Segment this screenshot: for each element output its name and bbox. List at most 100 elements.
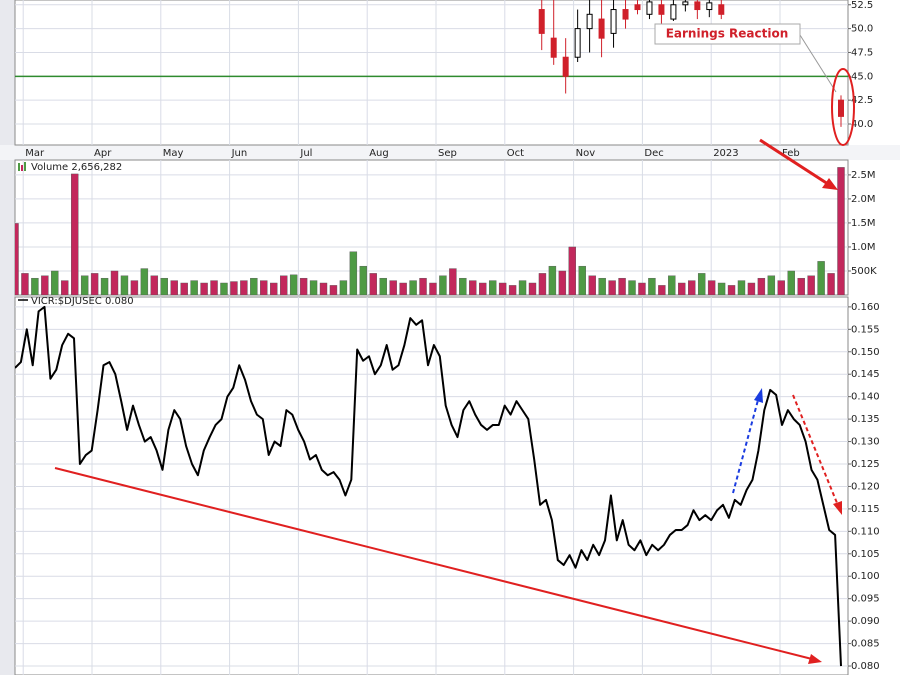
volume-plot <box>15 167 845 295</box>
ratio-line <box>15 305 842 667</box>
volume-bar <box>488 280 497 295</box>
volume-bar <box>678 282 686 295</box>
volume-bar <box>349 251 358 295</box>
volume-bar <box>61 280 69 295</box>
y-tick-label: 0.110 <box>851 526 880 537</box>
arrow <box>759 138 829 186</box>
volume-bar <box>180 282 188 295</box>
y-tick-label: 52.5 <box>851 0 873 11</box>
volume-bar <box>658 285 666 295</box>
x-tick-label: Apr <box>94 148 112 159</box>
volume-bar <box>379 277 387 295</box>
y-tick-label: 0.080 <box>851 661 880 672</box>
x-tick-label: Feb <box>782 148 800 159</box>
volume-bar <box>618 277 626 295</box>
volume-bar <box>150 275 159 295</box>
y-tick-label: 0.115 <box>851 504 880 515</box>
left-strip <box>0 0 15 675</box>
candle-body <box>718 4 725 15</box>
volume-bar <box>130 280 139 295</box>
y-tick-label: 500K <box>851 266 877 277</box>
y-tick-label: 42.5 <box>851 95 873 106</box>
volume-bar <box>140 268 149 295</box>
y-tick-label: 0.090 <box>851 616 880 627</box>
candle-body <box>562 56 569 77</box>
date-band <box>0 145 900 160</box>
volume-bar <box>498 282 507 295</box>
arrow-head <box>833 501 842 515</box>
callout-line <box>799 34 837 93</box>
volume-bar <box>270 282 278 295</box>
volume-bar <box>807 275 815 295</box>
labels: Mar Apr May Jun Jul Aug Sep Oct Nov Dec 2023 Feb 52.… <box>25 0 879 672</box>
volume-bar <box>648 277 656 295</box>
y-tick-label: 50.0 <box>851 24 873 35</box>
y-tick-label: 0.120 <box>851 481 880 492</box>
y-tick-label: 0.140 <box>851 392 880 403</box>
volume-bar <box>170 280 178 295</box>
volume-bar <box>369 273 377 295</box>
volume-bar <box>429 282 437 295</box>
volume-bar <box>588 275 596 295</box>
volume-bar <box>260 280 268 295</box>
volume-bar <box>469 280 477 295</box>
volume-bar <box>747 282 756 295</box>
volume-legend-icon <box>18 162 26 171</box>
volume-bar <box>578 265 586 295</box>
candle-body <box>538 9 545 34</box>
volume-bar <box>250 277 258 295</box>
volume-bar <box>439 275 447 295</box>
volume-bar <box>100 277 109 295</box>
x-tick-label: Dec <box>644 148 663 159</box>
price-panel <box>14 0 849 146</box>
y-tick-label: 2.5M <box>851 170 876 181</box>
trend-line <box>54 467 813 660</box>
y-tick-label: 0.100 <box>851 571 880 582</box>
price-plot <box>15 0 848 127</box>
volume-bar <box>210 280 218 295</box>
y-tick-label: 0.125 <box>851 459 880 470</box>
candle-body <box>670 4 677 20</box>
volume-bar <box>299 277 308 295</box>
volume-bar <box>319 282 328 295</box>
volume-bar <box>707 280 716 295</box>
volume-bar <box>200 282 208 295</box>
y-tick-label: 0.145 <box>851 369 880 380</box>
y-tick-label: 40.0 <box>851 119 873 130</box>
volume-bar <box>80 275 89 295</box>
volume-bar <box>737 280 746 295</box>
volume-bar <box>638 282 646 295</box>
volume-bar <box>717 282 726 295</box>
y-tick-label: 0.160 <box>851 302 880 313</box>
volume-bar <box>289 274 298 295</box>
volume-bar <box>837 167 845 295</box>
candle-body <box>550 37 557 58</box>
volume-bar <box>359 265 368 295</box>
volume-bar <box>389 280 397 295</box>
volume-title: Volume 2,656,282 <box>31 162 122 173</box>
volume-bar <box>558 270 567 295</box>
candle-body <box>610 9 617 34</box>
volume-bar <box>110 270 119 295</box>
volume-bar <box>120 275 129 295</box>
y-tick-label: 0.095 <box>851 594 880 605</box>
volume-bar <box>419 277 427 295</box>
candle-body <box>682 1 689 6</box>
y-tick-label: 0.150 <box>851 347 880 358</box>
y-tick-label: 0.135 <box>851 414 880 425</box>
callout-text: Earnings Reaction <box>666 27 789 41</box>
volume-bar <box>279 275 288 295</box>
volume-bar <box>568 246 577 295</box>
volume-bar <box>518 280 527 295</box>
volume-bar <box>31 277 39 295</box>
volume-bar <box>309 280 318 295</box>
volume-bar <box>449 268 457 295</box>
x-tick-label: Oct <box>507 148 524 159</box>
volume-bar <box>608 280 616 295</box>
volume-bar <box>697 273 706 295</box>
volume-bar <box>15 223 19 295</box>
candle-body <box>694 1 701 11</box>
candle-body <box>598 18 605 39</box>
y-tick-label: 0.105 <box>851 549 880 560</box>
